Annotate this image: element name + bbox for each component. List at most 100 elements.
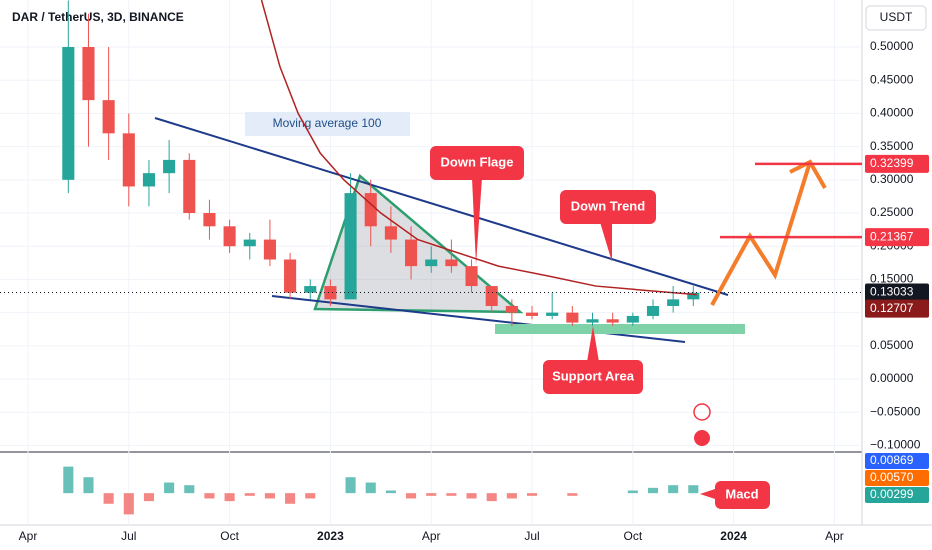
candle-body — [263, 239, 276, 260]
histogram-bar — [103, 493, 114, 504]
annotation: Support Area — [552, 368, 635, 383]
candle-body — [304, 286, 317, 293]
histogram-bar — [123, 493, 134, 515]
indicator-tag — [865, 487, 929, 503]
histogram-bar — [83, 477, 94, 494]
histogram-bar — [224, 493, 235, 502]
candle-body — [284, 259, 297, 293]
callout-pointer — [700, 488, 718, 500]
y-tick-label: 0.05000 — [870, 338, 914, 352]
histogram-bar — [688, 485, 699, 494]
candle-body — [606, 319, 619, 323]
currency: USDT — [880, 10, 913, 24]
annotation: Down Flage — [441, 154, 514, 169]
price-tag-label: 0.12707 — [870, 301, 914, 315]
x-tick-label: Oct — [220, 529, 239, 543]
histogram-bar — [345, 477, 356, 494]
icon — [694, 430, 710, 446]
ma-annotation: Moving average 100 — [273, 116, 382, 130]
candle-body — [465, 266, 478, 287]
y-tick-label: −0.10000 — [870, 438, 921, 452]
candle-body — [384, 226, 397, 240]
histogram-bar — [567, 493, 578, 496]
histogram-bar — [365, 482, 376, 494]
y-tick-label: 0.25000 — [870, 205, 914, 219]
indicator-tag-label: 0.00869 — [870, 453, 914, 467]
chart-title: DAR / TetherUS, 3D, BINANCE — [12, 10, 184, 24]
arrow-head — [789, 159, 827, 189]
indicator-tag-label: 0.00299 — [870, 487, 914, 501]
candle-body — [102, 100, 115, 134]
candle-body — [223, 226, 236, 247]
annotation: Macd — [725, 486, 758, 501]
histogram-bar — [184, 485, 195, 494]
candle-body — [546, 312, 559, 316]
indicator-tag-label: 0.00570 — [870, 470, 914, 484]
candle-body — [485, 286, 498, 306]
label-bg — [245, 112, 410, 136]
trend-line — [154, 117, 729, 296]
annotation: Down Trend — [571, 198, 645, 213]
y-tick-label: −0.05000 — [870, 404, 921, 418]
candle-body — [626, 315, 639, 323]
candle-body — [687, 292, 700, 300]
price-tag-label: 0.13033 — [870, 285, 914, 299]
callout — [715, 481, 770, 509]
histogram-bar — [506, 493, 517, 499]
x-tick-label: Apr — [825, 529, 844, 543]
callout-pointer — [600, 222, 612, 262]
histogram-bar — [143, 493, 154, 502]
x-tick-label: Apr — [422, 529, 441, 543]
price-tag — [865, 299, 929, 318]
x-tick-label: Oct — [623, 529, 642, 543]
callout — [560, 190, 656, 224]
candle-body — [566, 312, 579, 323]
candle-body — [324, 286, 337, 300]
histogram-bar — [668, 485, 679, 494]
candle-body — [142, 173, 156, 187]
candle-body — [183, 159, 196, 214]
y-tick-label: 0.15000 — [870, 272, 914, 286]
histogram-bar — [285, 493, 296, 504]
x-tick-label: 2023 — [317, 529, 344, 543]
histogram-bar — [164, 482, 175, 494]
candle-body — [425, 259, 438, 267]
histogram-bar — [305, 493, 316, 499]
x-tick-label: Jul — [524, 529, 539, 543]
histogram-bar — [446, 493, 457, 496]
candle-body — [203, 213, 216, 227]
price-tag-label: 0.21367 — [870, 229, 914, 243]
y-tick-label: 0.00000 — [870, 371, 914, 385]
candle-body — [122, 133, 135, 187]
candle-body — [667, 299, 680, 306]
candle-body — [82, 47, 95, 101]
moving-average — [260, 0, 697, 296]
histogram-bar — [204, 493, 215, 499]
indicator-tag — [865, 453, 929, 469]
y-tick-label: 0.30000 — [870, 172, 914, 186]
projection-arrow — [710, 161, 812, 306]
y-tick-label: 0.45000 — [870, 72, 914, 86]
histogram-bar — [466, 493, 477, 499]
x-tick-label: Jul — [121, 529, 136, 543]
histogram-bar — [526, 493, 538, 496]
price-tag-label: 0.32399 — [870, 156, 914, 170]
candle-body — [344, 193, 357, 300]
x-tick-label: Apr — [19, 529, 38, 543]
y-tick-label: 0.35000 — [870, 139, 914, 153]
histogram-bar — [627, 490, 638, 494]
candle-body — [646, 305, 660, 316]
callout — [543, 360, 643, 394]
candle-body — [163, 159, 176, 174]
candle-body — [364, 193, 377, 227]
histogram-bar — [486, 493, 497, 502]
y-tick-label: 0.50000 — [870, 39, 914, 53]
candle-body — [505, 305, 518, 313]
price-tag — [865, 228, 929, 247]
icon — [693, 403, 711, 421]
callout — [430, 146, 524, 180]
candle-body — [445, 259, 458, 267]
histogram-bar — [406, 493, 417, 499]
callout-pointer — [472, 178, 482, 265]
